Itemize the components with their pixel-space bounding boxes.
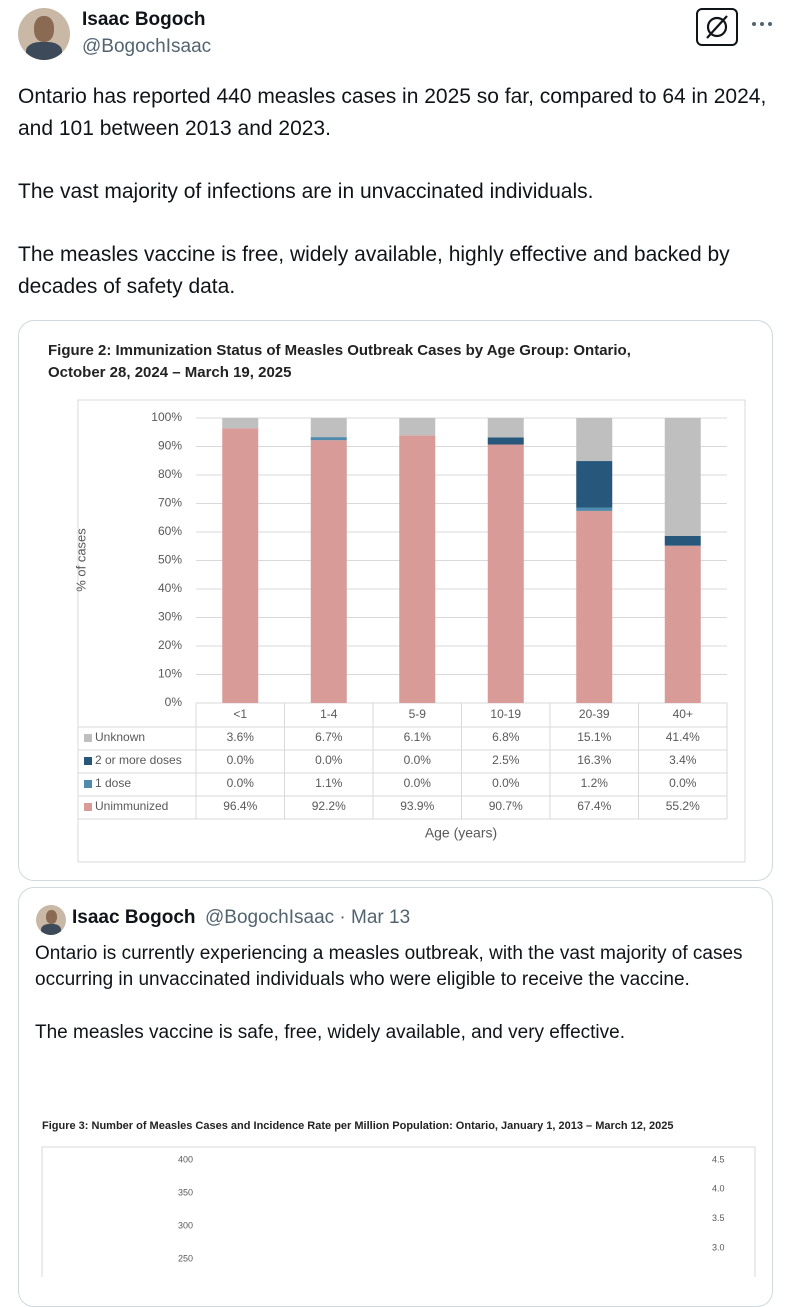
y-tick-label: 50%: [158, 553, 182, 567]
quote-meta: @BogochIsaac · Mar 13: [205, 907, 411, 928]
y-tick-label: 300: [178, 1220, 193, 1230]
paragraph: The measles vaccine is free, widely avai…: [18, 243, 730, 298]
x-tick-label: 1-4: [320, 707, 338, 721]
value-label: 93.9%: [400, 799, 434, 813]
y-tick-label: 70%: [158, 496, 182, 510]
legend-label: 1 dose: [95, 776, 131, 790]
more-menu[interactable]: [750, 18, 774, 30]
author-handle[interactable]: @BogochIsaac: [82, 36, 212, 57]
value-label: 6.7%: [315, 730, 343, 744]
figure-title: Figure 2: Immunization Status of Measles…: [48, 342, 631, 381]
value-label: 15.1%: [577, 730, 611, 744]
x-tick-label: 40+: [673, 707, 693, 721]
grok-icon[interactable]: [696, 8, 738, 46]
bar-segment: [576, 461, 613, 508]
y-tick-label: 60%: [158, 524, 182, 538]
y-tick-label: 90%: [158, 439, 182, 453]
y-tick-label: 20%: [158, 638, 182, 652]
bar-segment: [664, 535, 701, 546]
bar-segment: [399, 435, 436, 703]
value-label: 0.0%: [492, 776, 520, 790]
value-label: 41.4%: [666, 730, 700, 744]
value-label: 6.8%: [492, 730, 520, 744]
value-label: 0.0%: [669, 776, 697, 790]
y-tick-label: 10%: [158, 667, 182, 681]
bar-segment: [310, 440, 347, 703]
bar-segment: [222, 418, 259, 429]
y-tick-label: 400: [178, 1154, 193, 1164]
legend-label: Unimmunized: [95, 799, 168, 813]
legend-label: Unknown: [95, 730, 145, 744]
quote-avatar: [36, 905, 66, 935]
bar-segment: [487, 418, 524, 438]
y2-tick-label: 4.0: [712, 1184, 725, 1194]
author-name[interactable]: Isaac Bogoch: [82, 9, 206, 30]
value-label: 3.4%: [669, 753, 697, 767]
y-axis-label: % of cases: [73, 528, 88, 592]
paragraph: Ontario has reported 440 measles cases i…: [18, 85, 767, 140]
value-label: 0.0%: [315, 753, 343, 767]
y-tick-label: 40%: [158, 581, 182, 595]
page: Isaac Bogoch @BogochIsaac Ontario has re…: [18, 8, 778, 1307]
value-label: 96.4%: [223, 799, 257, 813]
legend-swatch: [84, 780, 92, 788]
chart-frame: [41, 1146, 756, 1277]
x-tick-label: 10-19: [490, 707, 521, 721]
x-axis-label: Age (years): [425, 825, 497, 841]
bar-segment: [310, 437, 347, 441]
legend-swatch: [84, 757, 92, 765]
charts: 0% 10% 20% 30% 40% 50% 60% 70% 80% 90% 100% % of ca…: [41, 399, 756, 1277]
bar-segment: [576, 510, 613, 703]
value-label: 0.0%: [227, 776, 255, 790]
bar-segment: [576, 418, 613, 462]
value-label: 67.4%: [577, 799, 611, 813]
paragraph: Ontario is currently experiencing a meas…: [35, 943, 743, 990]
quote-author: Isaac Bogoch: [72, 907, 196, 928]
value-label: 1.1%: [315, 776, 343, 790]
value-label: 6.1%: [404, 730, 432, 744]
value-label: 0.0%: [404, 776, 432, 790]
y-tick-label: 80%: [158, 467, 182, 481]
value-label: 2.5%: [492, 753, 520, 767]
value-label: 92.2%: [312, 799, 346, 813]
bar-segment: [576, 507, 613, 511]
y-tick-label: 0%: [165, 695, 183, 709]
y2-tick-label: 3.5: [712, 1213, 725, 1223]
value-label: 16.3%: [577, 753, 611, 767]
value-label: 55.2%: [666, 799, 700, 813]
x-tick-label: 5-9: [409, 707, 427, 721]
legend-swatch: [84, 734, 92, 742]
avatar[interactable]: [18, 8, 70, 60]
bar-segment: [487, 437, 524, 445]
bar-segment: [487, 444, 524, 703]
quote-text: Ontario is currently experiencing a meas…: [35, 941, 760, 1073]
value-label: 3.6%: [227, 730, 255, 744]
bar-segment: [222, 428, 259, 703]
figure-title: Figure 3: Number of Measles Cases and In…: [42, 1120, 674, 1132]
chart-frame: [77, 399, 746, 863]
bar-segment: [664, 418, 701, 536]
x-tick-label: 20-39: [579, 707, 610, 721]
value-label: 90.7%: [489, 799, 523, 813]
legend-swatch: [84, 803, 92, 811]
y-tick-label: 30%: [158, 610, 182, 624]
tweet-text: Ontario has reported 440 measles cases i…: [18, 81, 778, 334]
value-label: 1.2%: [581, 776, 609, 790]
legend-label: 2 or more doses: [95, 753, 182, 767]
bar-segment: [664, 545, 701, 703]
y-tick-label: 250: [178, 1253, 193, 1263]
x-tick-label: <1: [233, 707, 247, 721]
y-tick-label: 100%: [151, 410, 182, 424]
paragraph: The measles vaccine is safe, free, widel…: [35, 1022, 625, 1043]
bar-segment: [310, 418, 347, 438]
media-card[interactable]: [18, 320, 773, 881]
value-label: 0.0%: [404, 753, 432, 767]
value-label: 0.0%: [227, 753, 255, 767]
y-tick-label: 350: [178, 1187, 193, 1197]
bar-segment: [399, 418, 436, 436]
paragraph: The vast majority of infections are in u…: [18, 180, 594, 203]
y2-tick-label: 3.0: [712, 1242, 725, 1252]
y2-tick-label: 4.5: [712, 1154, 725, 1164]
